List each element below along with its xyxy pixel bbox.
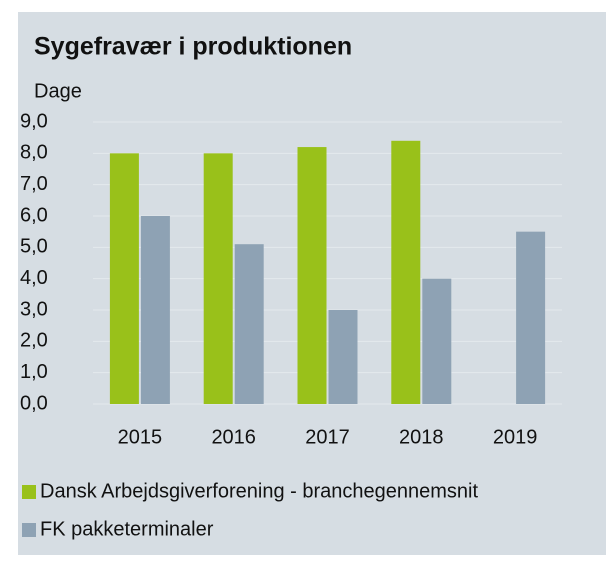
bar	[391, 140, 421, 405]
y-tick-label: 3,0	[20, 298, 48, 320]
x-tick-label: 2017	[305, 426, 350, 448]
x-tick-label: 2016	[211, 426, 256, 448]
bar	[234, 244, 264, 404]
y-tick-label: 8,0	[20, 142, 48, 164]
y-tick-label: 2,0	[20, 330, 48, 352]
bar	[203, 153, 233, 404]
y-tick-label: 7,0	[20, 173, 48, 195]
y-tick-label: 5,0	[20, 236, 48, 258]
y-tick-label: 1,0	[20, 361, 48, 383]
bar	[109, 153, 139, 404]
legend-swatch	[22, 485, 36, 499]
y-tick-label: 9,0	[20, 110, 48, 132]
x-tick-label: 2019	[493, 426, 538, 448]
y-axis-label: Dage	[34, 80, 82, 102]
legend-label: Dansk Arbejdsgiverforening - branchegenn…	[40, 480, 478, 502]
bar	[140, 216, 170, 404]
legend-swatch	[22, 523, 36, 537]
bar	[297, 147, 327, 405]
x-tick-label: 2015	[118, 426, 163, 448]
bar	[516, 231, 546, 404]
legend-label: FK pakketerminaler	[40, 518, 214, 540]
bar	[422, 278, 452, 404]
y-tick-label: 6,0	[20, 204, 48, 226]
y-tick-label: 4,0	[20, 267, 48, 289]
bar	[328, 310, 358, 404]
y-tick-label: 0,0	[20, 392, 48, 414]
chart-title: Sygefravær i produktionen	[34, 33, 352, 61]
x-tick-label: 2018	[399, 426, 444, 448]
